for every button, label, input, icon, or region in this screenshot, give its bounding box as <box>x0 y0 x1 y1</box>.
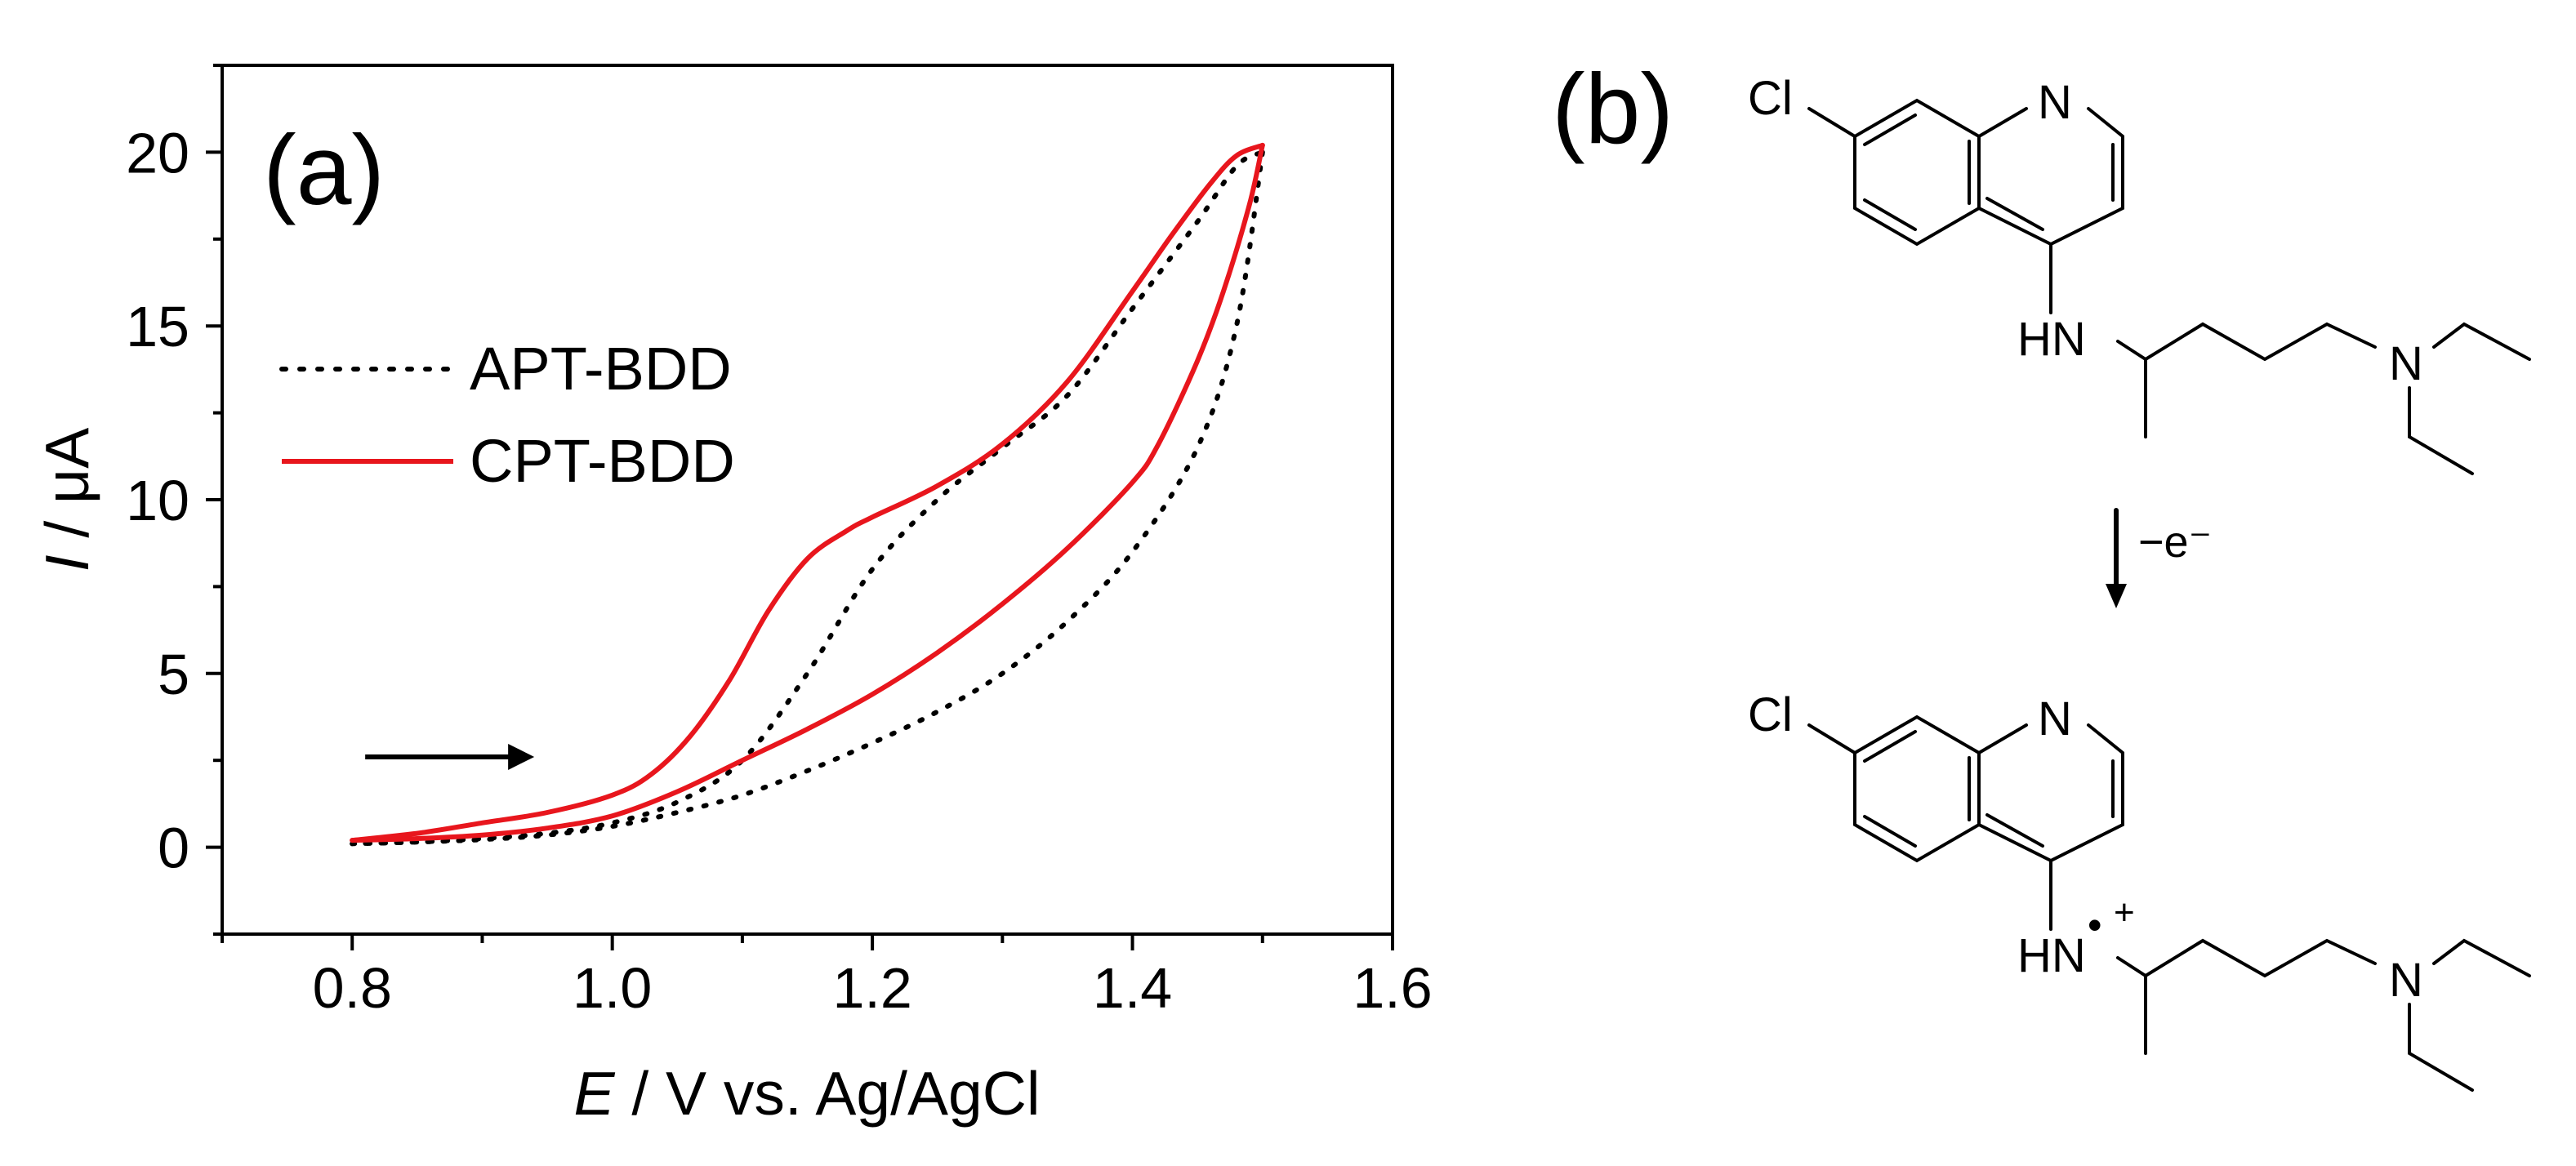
sweep-direction-arrowhead <box>508 743 535 770</box>
x-axis-variable: E <box>573 1059 615 1128</box>
ring-n-atom-2: N <box>2038 692 2072 745</box>
chloroquine-radical-cation: Cl N HN • + N <box>1748 688 2531 1092</box>
y-axis-tick-labels: 0 5 10 15 20 <box>126 121 189 879</box>
y-tick-label: 20 <box>126 121 189 185</box>
y-tick-label: 15 <box>126 295 189 358</box>
series-layer <box>350 142 1265 847</box>
x-axis-tick-labels: 0.8 1.0 1.2 1.4 1.6 <box>313 956 1433 1020</box>
cl-atom-2: Cl <box>1748 688 1793 741</box>
x-tick-label: 0.8 <box>313 956 392 1020</box>
y-tick-label: 5 <box>158 643 189 706</box>
y-axis-ticks <box>206 64 222 936</box>
series-cpt-bdd-forward-sweep <box>350 142 1265 843</box>
y-axis-variable: I <box>33 554 101 572</box>
y-tick-label: 0 <box>158 817 189 880</box>
legend-label-cpt-bdd: CPT-BDD <box>470 427 735 495</box>
x-tick-label: 1.4 <box>1093 956 1172 1020</box>
tertiary-n-atom-2: N <box>2389 954 2423 1007</box>
quinoline-ring <box>1807 98 2531 475</box>
electron-loss-label: −e⁻ <box>2138 518 2212 567</box>
panel-label-a: (a) <box>263 114 385 225</box>
x-tick-label: 1.0 <box>573 956 652 1020</box>
tertiary-n-atom: N <box>2389 337 2423 390</box>
cl-atom: Cl <box>1748 72 1793 125</box>
chloroquine-neutral: Cl N HN N <box>1748 72 2531 475</box>
legend: APT-BDD CPT-BDD <box>279 335 735 495</box>
reaction-arrowhead <box>2106 584 2127 608</box>
x-tick-label: 1.6 <box>1353 956 1432 1020</box>
series-apt-bdd-reverse-sweep <box>350 149 1265 847</box>
amine-hn-atom-2: HN <box>2017 929 2086 982</box>
legend-label-apt-bdd: APT-BDD <box>470 335 732 403</box>
series-cpt-bdd-reverse-sweep <box>350 142 1265 843</box>
y-tick-label: 10 <box>126 469 189 532</box>
ring-n-atom: N <box>2038 76 2072 129</box>
cation-charge: + <box>2114 892 2135 932</box>
y-axis-unit: / μA <box>33 428 101 555</box>
radical-dot: • <box>2088 902 2102 948</box>
reaction-scheme: (b) <box>1552 53 2531 1092</box>
amine-hn-atom: HN <box>2017 313 2086 366</box>
quinoline-ring-2 <box>1807 714 2531 1092</box>
series-apt-bdd-forward-sweep <box>350 149 1265 847</box>
x-tick-label: 1.2 <box>832 956 911 1020</box>
x-axis-label: E / V vs. Ag/AgCl <box>573 1059 1040 1128</box>
x-axis-ticks <box>221 934 1394 950</box>
panel-label-b: (b) <box>1552 53 1674 164</box>
y-axis-label: I / μA <box>33 428 101 572</box>
cv-chart: 0.8 1.0 1.2 1.4 1.6 0 5 10 15 20 (a) APT-BDD CPT… <box>33 64 1433 1128</box>
x-axis-unit: / V vs. Ag/AgCl <box>614 1059 1040 1128</box>
